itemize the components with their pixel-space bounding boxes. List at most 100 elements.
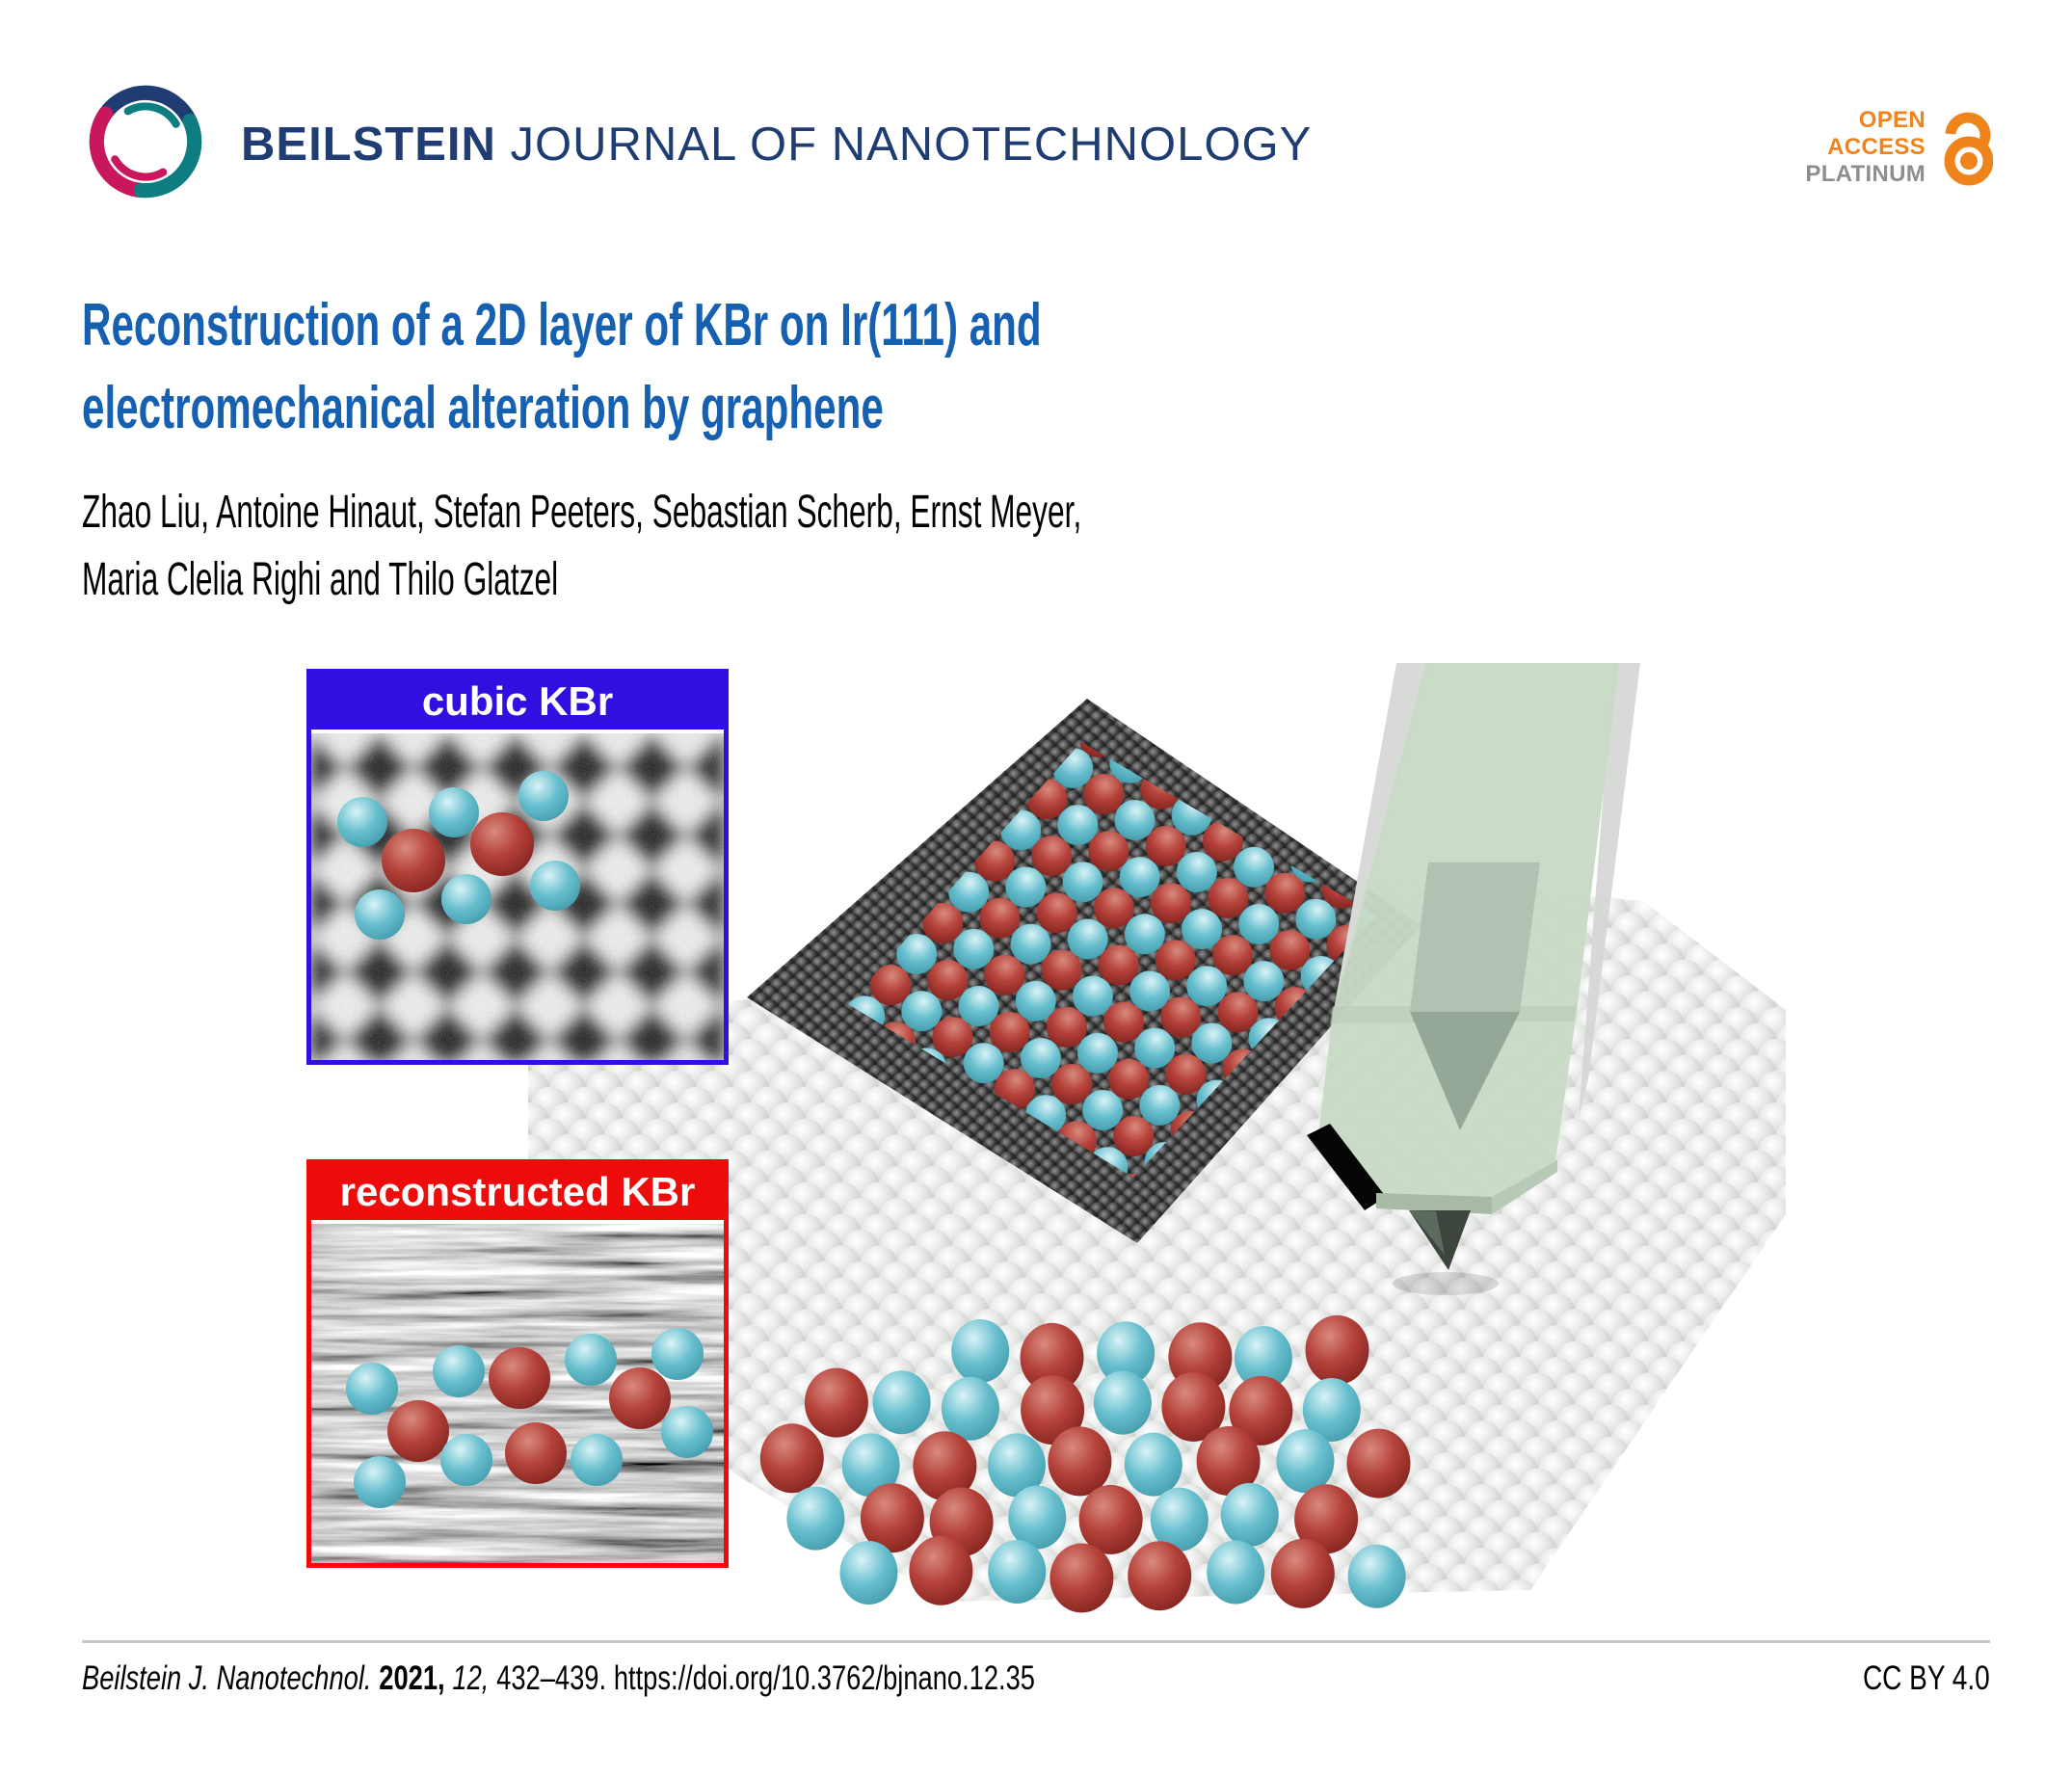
bromide-sphere xyxy=(1097,1321,1156,1386)
journal-name-light: JOURNAL OF NANOTECHNOLOGY xyxy=(495,119,1313,171)
bromide-sphere xyxy=(337,797,387,847)
potassium-sphere xyxy=(1294,1484,1359,1554)
reconstructed-kbr-island xyxy=(759,1314,1411,1613)
bromide-sphere xyxy=(571,1434,623,1486)
tip-bottom-facet xyxy=(1376,1193,1492,1214)
tip-pit-trapezoid xyxy=(1410,862,1540,1012)
potassium-sphere xyxy=(909,1535,973,1605)
potassium-sphere xyxy=(505,1422,567,1484)
bromide-sphere xyxy=(429,787,479,837)
logo-arc-navy xyxy=(97,85,198,129)
logo-arc-crimson xyxy=(89,106,149,199)
beilstein-logo xyxy=(89,85,202,199)
bromide-sphere xyxy=(530,861,580,911)
citation-volume: 12, xyxy=(452,1659,490,1697)
license-label: CC BY 4.0 xyxy=(1863,1659,1990,1697)
page-title: Reconstruction of a 2D layer of KBr on I… xyxy=(82,284,1493,450)
cubic-kbr-island xyxy=(848,742,1376,1178)
reconstructed-kbr-inset: reconstructed KBr xyxy=(306,1159,729,1568)
potassium-sphere xyxy=(804,1367,868,1438)
potassium-sphere xyxy=(382,829,445,892)
bromide-sphere xyxy=(1220,1482,1279,1547)
bromide-sphere xyxy=(1124,1432,1182,1497)
title-line-1: Reconstruction of a 2D layer of KBr on I… xyxy=(82,292,1042,358)
bromide-sphere xyxy=(1207,1540,1265,1605)
bromide-sphere xyxy=(651,1328,704,1380)
tip-back-face-right xyxy=(1579,663,1640,1118)
bromide-sphere xyxy=(354,1456,406,1508)
logo-inner-arc-crimson xyxy=(111,155,168,181)
potassium-sphere xyxy=(387,1400,449,1462)
bromide-sphere xyxy=(1093,1370,1152,1435)
bromide-sphere xyxy=(1150,1487,1209,1552)
potassium-sphere xyxy=(1196,1426,1261,1496)
potassium-sphere xyxy=(1078,1484,1143,1554)
potassium-sphere xyxy=(1048,1426,1112,1497)
potassium-sphere xyxy=(1161,1372,1226,1442)
bromide-sphere xyxy=(988,1540,1047,1604)
bromide-sphere xyxy=(941,1376,999,1441)
cubic-kbr-overlay-spheres xyxy=(337,771,580,940)
potassium-sphere xyxy=(913,1431,977,1501)
author-list: Zhao Liu, Antoine Hinaut, Stefan Peeters… xyxy=(82,479,1597,614)
open-access-badge-text: OPEN ACCESS PLATINUM xyxy=(1805,107,1926,188)
bromide-sphere xyxy=(786,1486,845,1551)
reconstructed-kbr-stm-image xyxy=(311,1224,724,1563)
potassium-sphere xyxy=(470,812,534,876)
open-lock-icon xyxy=(1944,112,1993,186)
potassium-sphere xyxy=(759,1423,824,1494)
bromide-sphere xyxy=(1008,1485,1067,1550)
bromide-sphere xyxy=(518,771,569,821)
bromide-sphere xyxy=(441,874,491,924)
badge-open-label: OPEN xyxy=(1858,107,1926,133)
potassium-sphere xyxy=(489,1347,550,1409)
cubic-kbr-stm-image xyxy=(311,733,724,1060)
reconstructed-kbr-overlay-spheres xyxy=(346,1328,713,1508)
reconstructed-kbr-inset-label: reconstructed KBr xyxy=(311,1164,724,1220)
potassium-sphere xyxy=(1128,1541,1192,1611)
citation-doi-link[interactable]: https://doi.org/10.3762/bjnano.12.35 xyxy=(613,1659,1035,1697)
bromide-sphere xyxy=(841,1433,900,1498)
citation-journal: Beilstein J. Nanotechnol. xyxy=(82,1659,372,1697)
journal-name-bold: BEILSTEIN xyxy=(241,119,496,171)
bromide-sphere xyxy=(988,1433,1046,1498)
tip-right-facet xyxy=(1492,1160,1557,1214)
bromide-sphere xyxy=(1276,1429,1335,1494)
citation: Beilstein J. Nanotechnol. 2021, 12, 432–439… xyxy=(82,1659,1043,1698)
potassium-sphere xyxy=(1229,1375,1293,1445)
potassium-sphere xyxy=(1021,1375,1085,1445)
potassium-sphere xyxy=(1270,1538,1335,1608)
potassium-sphere xyxy=(1346,1428,1411,1499)
bromide-sphere xyxy=(661,1406,713,1458)
potassium-sphere xyxy=(1020,1322,1084,1392)
footer-divider xyxy=(82,1640,1990,1643)
authors-line-1: Zhao Liu, Antoine Hinaut, Stefan Peeters… xyxy=(82,487,1082,538)
citation-year: 2021, xyxy=(379,1659,445,1697)
potassium-sphere xyxy=(609,1367,671,1429)
title-line-2: electromechanical alteration by graphene xyxy=(82,375,884,441)
logo-arc-teal xyxy=(133,113,202,199)
badge-platinum-label: PLATINUM xyxy=(1805,161,1926,187)
bromide-sphere xyxy=(872,1370,931,1435)
logo-inner-arc-teal xyxy=(123,102,180,128)
tip-shadow xyxy=(1393,1272,1499,1295)
tip-pit-triangle xyxy=(1410,1012,1520,1130)
bromide-sphere xyxy=(355,889,405,940)
bromide-sphere xyxy=(346,1363,398,1415)
afm-tip xyxy=(1307,663,1640,1295)
cubic-kbr-inset: cubic KBr xyxy=(306,669,729,1065)
potassium-sphere xyxy=(1305,1314,1369,1385)
journal-name: BEILSTEIN JOURNAL OF NANOTECHNOLOGY xyxy=(241,119,1312,170)
bromide-sphere xyxy=(433,1345,485,1397)
citation-pages: 432–439. xyxy=(496,1659,607,1697)
bromide-sphere xyxy=(839,1541,898,1605)
tip-black-edge xyxy=(1307,1124,1386,1210)
bromide-sphere xyxy=(1347,1544,1406,1608)
potassium-sphere xyxy=(1049,1543,1114,1613)
bromide-sphere xyxy=(565,1334,617,1386)
badge-access-label: ACCESS xyxy=(1827,134,1926,160)
bromide-sphere xyxy=(1234,1326,1292,1390)
authors-line-2: Maria Clelia Righi and Thilo Glatzel xyxy=(82,554,559,605)
